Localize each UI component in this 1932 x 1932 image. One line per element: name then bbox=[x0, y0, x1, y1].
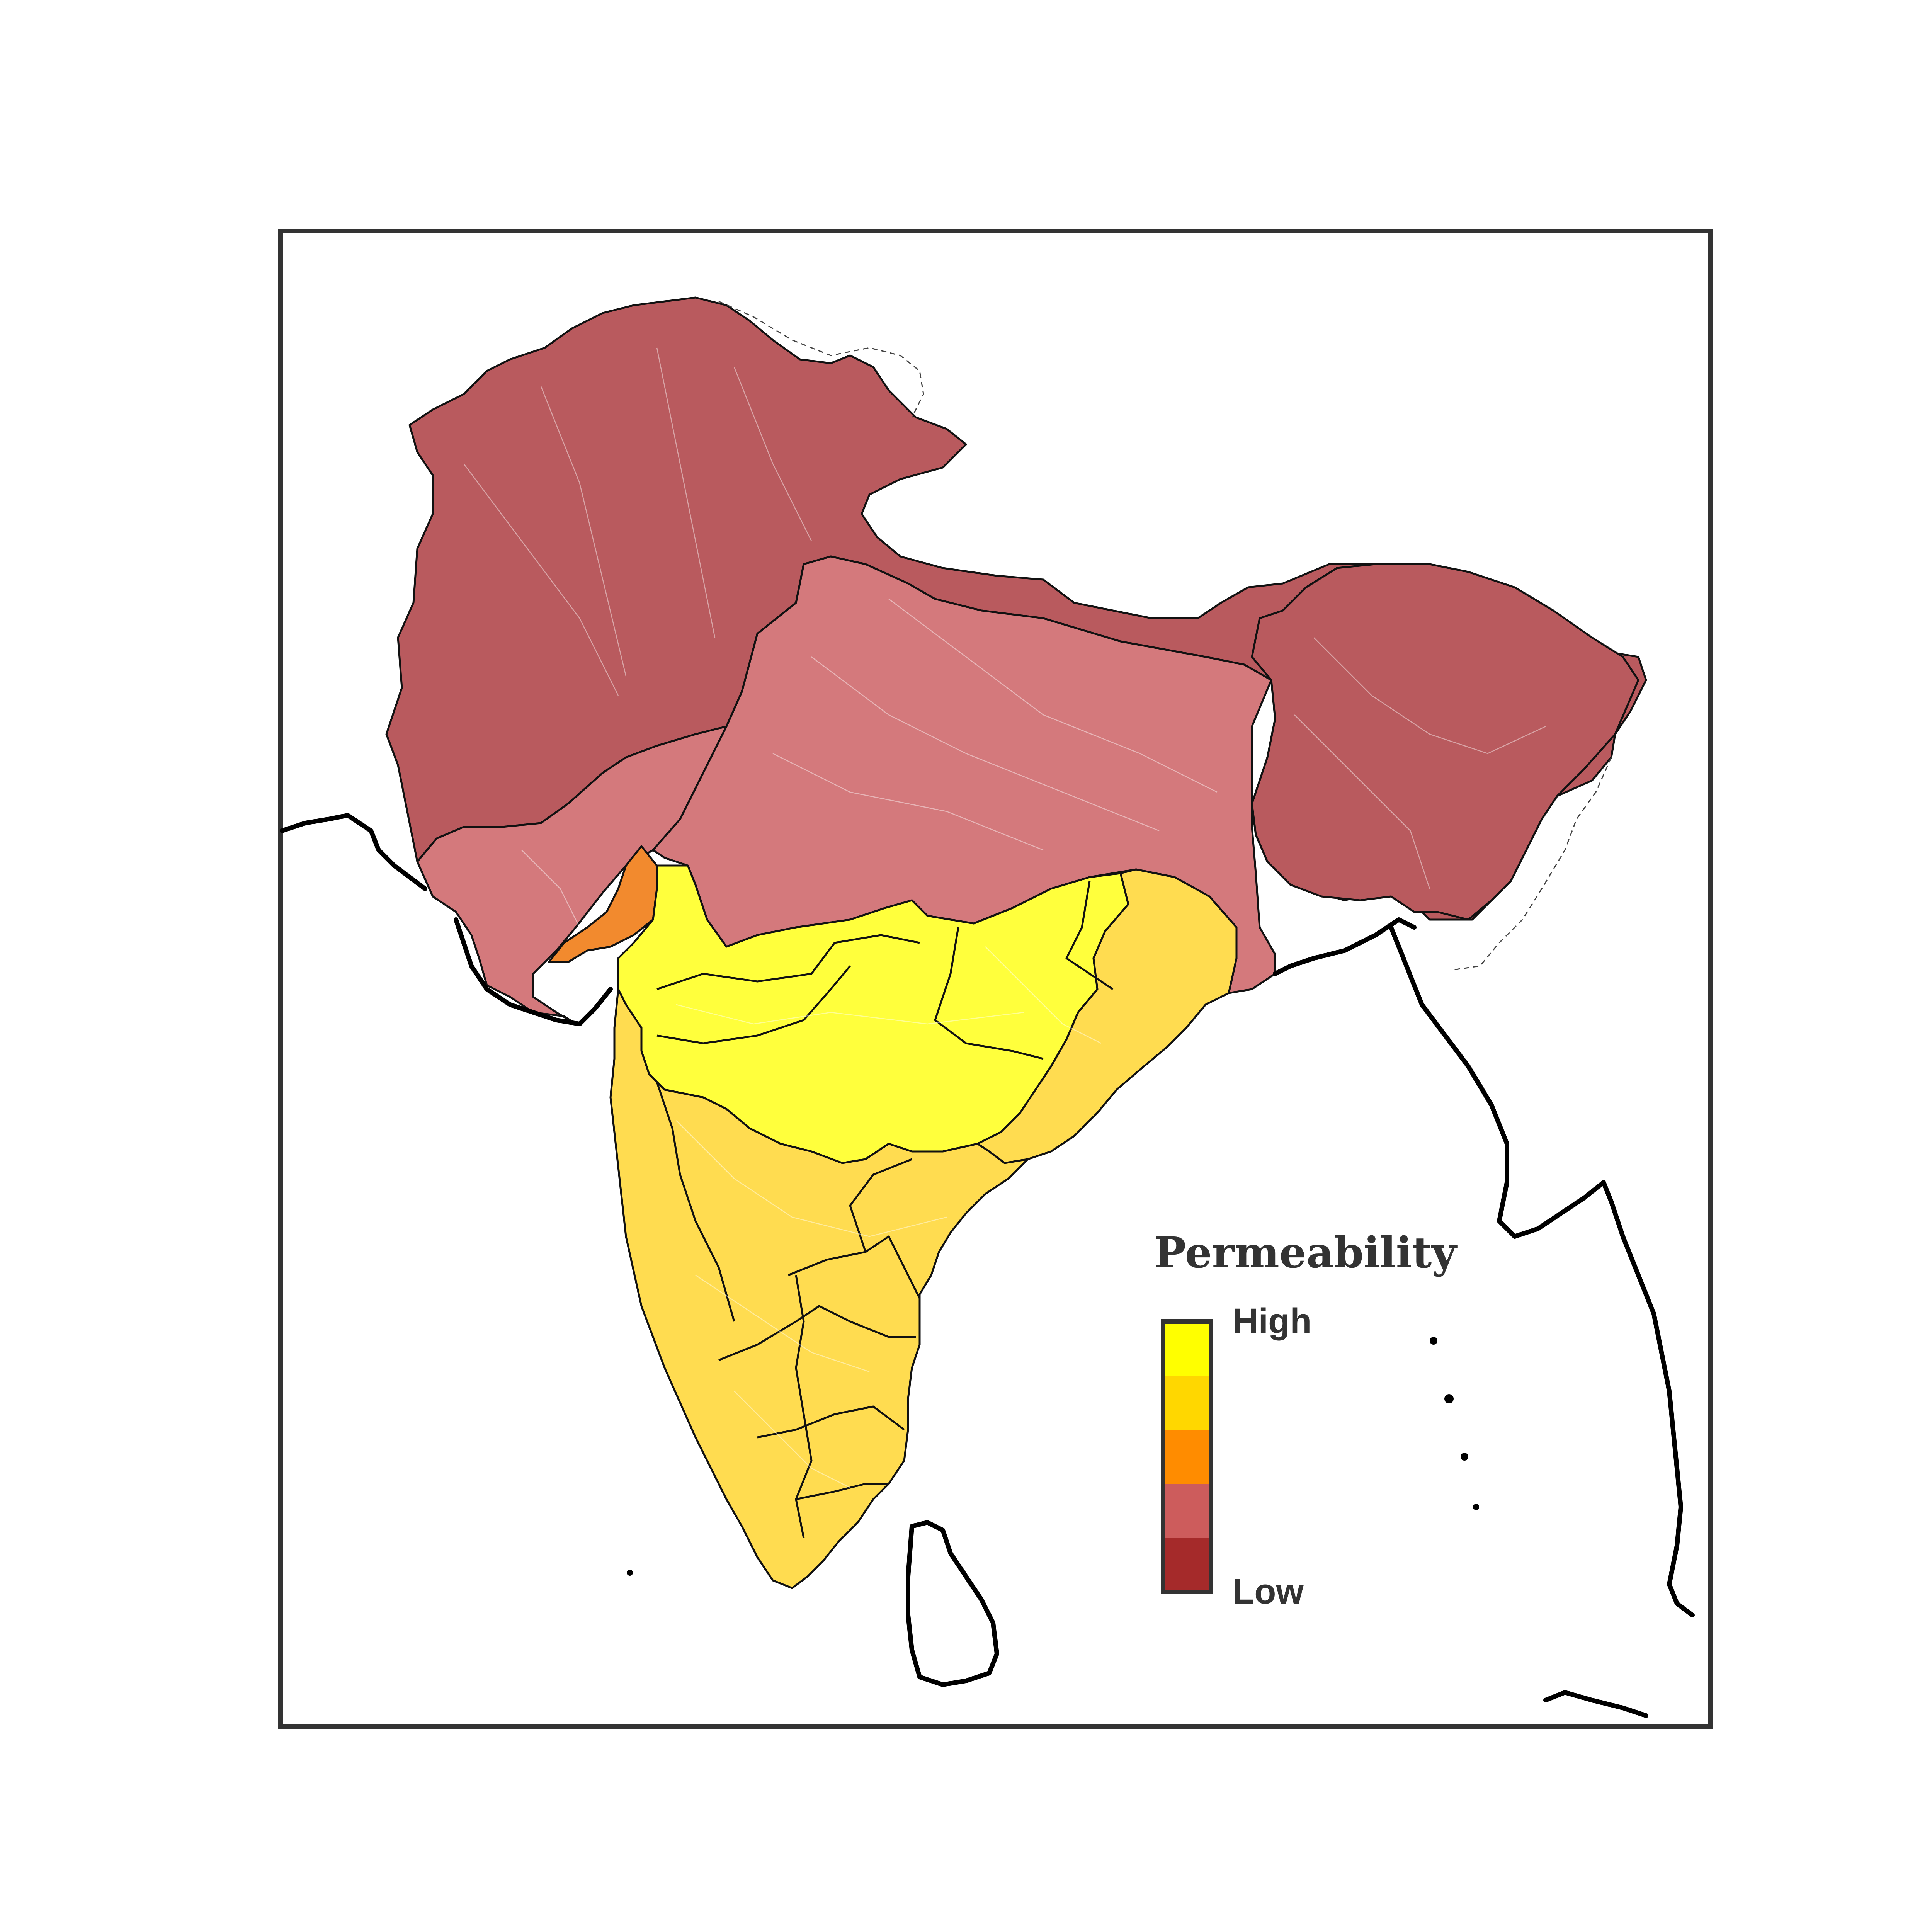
basin-divider-3 bbox=[934, 927, 1044, 1060]
basin-divider-10 bbox=[849, 1158, 912, 1252]
legend-class-5 bbox=[1163, 1321, 1211, 1376]
region-peninsular-india bbox=[609, 988, 1029, 1589]
legend-high-label: High bbox=[1233, 1301, 1311, 1341]
basin-divider-2 bbox=[656, 965, 851, 1044]
basin-divider-8 bbox=[796, 1483, 889, 1500]
region-eastern-basins bbox=[1251, 563, 1639, 921]
border-dashed-ne bbox=[718, 301, 924, 418]
basin-divider-11 bbox=[656, 1082, 735, 1322]
basin-divider-7 bbox=[757, 1405, 905, 1439]
legend-bar-outline bbox=[1161, 1319, 1213, 1594]
border-dashed-e bbox=[1452, 757, 1612, 971]
coastlines bbox=[280, 813, 1695, 1718]
legend-class-2 bbox=[1163, 1484, 1211, 1538]
basin-divider-9 bbox=[795, 1275, 813, 1538]
legend-class-4 bbox=[1163, 1376, 1211, 1430]
region-mahanadi-basin bbox=[976, 868, 1238, 1164]
legend-color-bar bbox=[1163, 1321, 1211, 1592]
basin-divider-6 bbox=[718, 1305, 916, 1361]
river-network bbox=[463, 347, 1546, 1488]
basin-divider-1 bbox=[656, 934, 920, 990]
basin-divider-5 bbox=[788, 1235, 921, 1299]
legend-class-1 bbox=[1163, 1538, 1211, 1592]
permeability-legend: Permeability High Low bbox=[1154, 1228, 1458, 1611]
basin-divider-4 bbox=[1065, 881, 1114, 990]
legend-title: Permeability bbox=[1154, 1228, 1458, 1277]
legend-class-3 bbox=[1163, 1430, 1211, 1484]
legend-low-label: Low bbox=[1233, 1572, 1304, 1611]
